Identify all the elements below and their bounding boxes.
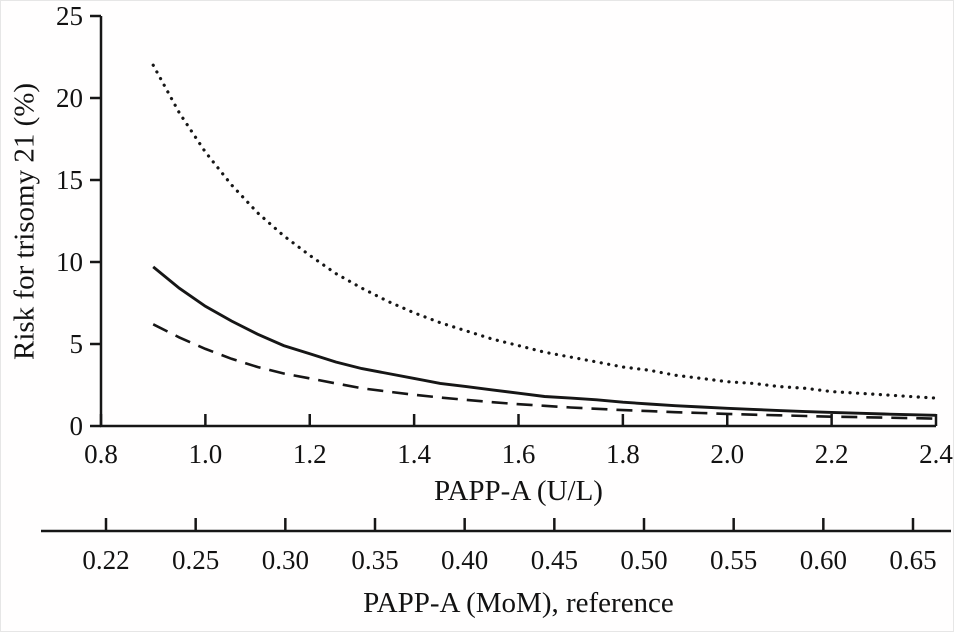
- x2-tick-label: 0.22: [82, 545, 129, 575]
- x2-tick-label: 0.60: [800, 545, 847, 575]
- y-tick-label: 20: [56, 83, 83, 113]
- x-tick-label: 1.6: [502, 439, 536, 469]
- x-tick-label: 1.4: [397, 439, 431, 469]
- series-dashed: [152, 323, 937, 420]
- x2-tick-label: 0.65: [889, 545, 936, 575]
- x2-tick-label: 0.25: [172, 545, 219, 575]
- x-tick-label: 0.8: [84, 439, 118, 469]
- x-tick-label: 2.2: [815, 439, 849, 469]
- y-tick-label: 15: [56, 165, 83, 195]
- x-tick-label: 1.8: [606, 439, 640, 469]
- series-solid: [152, 265, 937, 417]
- x2-tick-label: 0.35: [351, 545, 398, 575]
- x2-tick-label: 0.45: [531, 545, 578, 575]
- x-tick-label: 2.4: [919, 439, 953, 469]
- y-tick-label: 5: [70, 329, 84, 359]
- x2-tick-label: 0.50: [620, 545, 667, 575]
- x-tick-label: 1.2: [293, 439, 327, 469]
- x-tick-label: 1.0: [189, 439, 223, 469]
- y-tick-label: 25: [56, 1, 83, 31]
- y-tick-label: 10: [56, 247, 83, 277]
- y-tick-label: 0: [70, 411, 84, 441]
- x2-tick-label: 0.40: [441, 545, 488, 575]
- y-axis-label: Risk for trisomy 21 (%): [8, 82, 41, 360]
- x-axis-label-secondary: PAPP-A (MoM), reference: [363, 587, 674, 619]
- series-dotted: [151, 63, 938, 400]
- x-axis-label-primary: PAPP-A (U/L): [434, 475, 603, 507]
- x-tick-label: 2.0: [710, 439, 744, 469]
- x2-tick-label: 0.30: [262, 545, 309, 575]
- x2-tick-label: 0.55: [710, 545, 757, 575]
